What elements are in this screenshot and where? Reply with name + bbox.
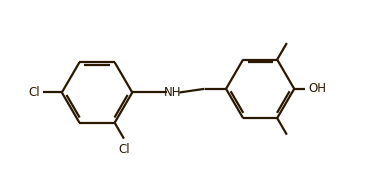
Text: Cl: Cl	[118, 143, 130, 156]
Text: OH: OH	[309, 82, 327, 95]
Text: NH: NH	[164, 86, 182, 99]
Text: Cl: Cl	[28, 86, 39, 99]
